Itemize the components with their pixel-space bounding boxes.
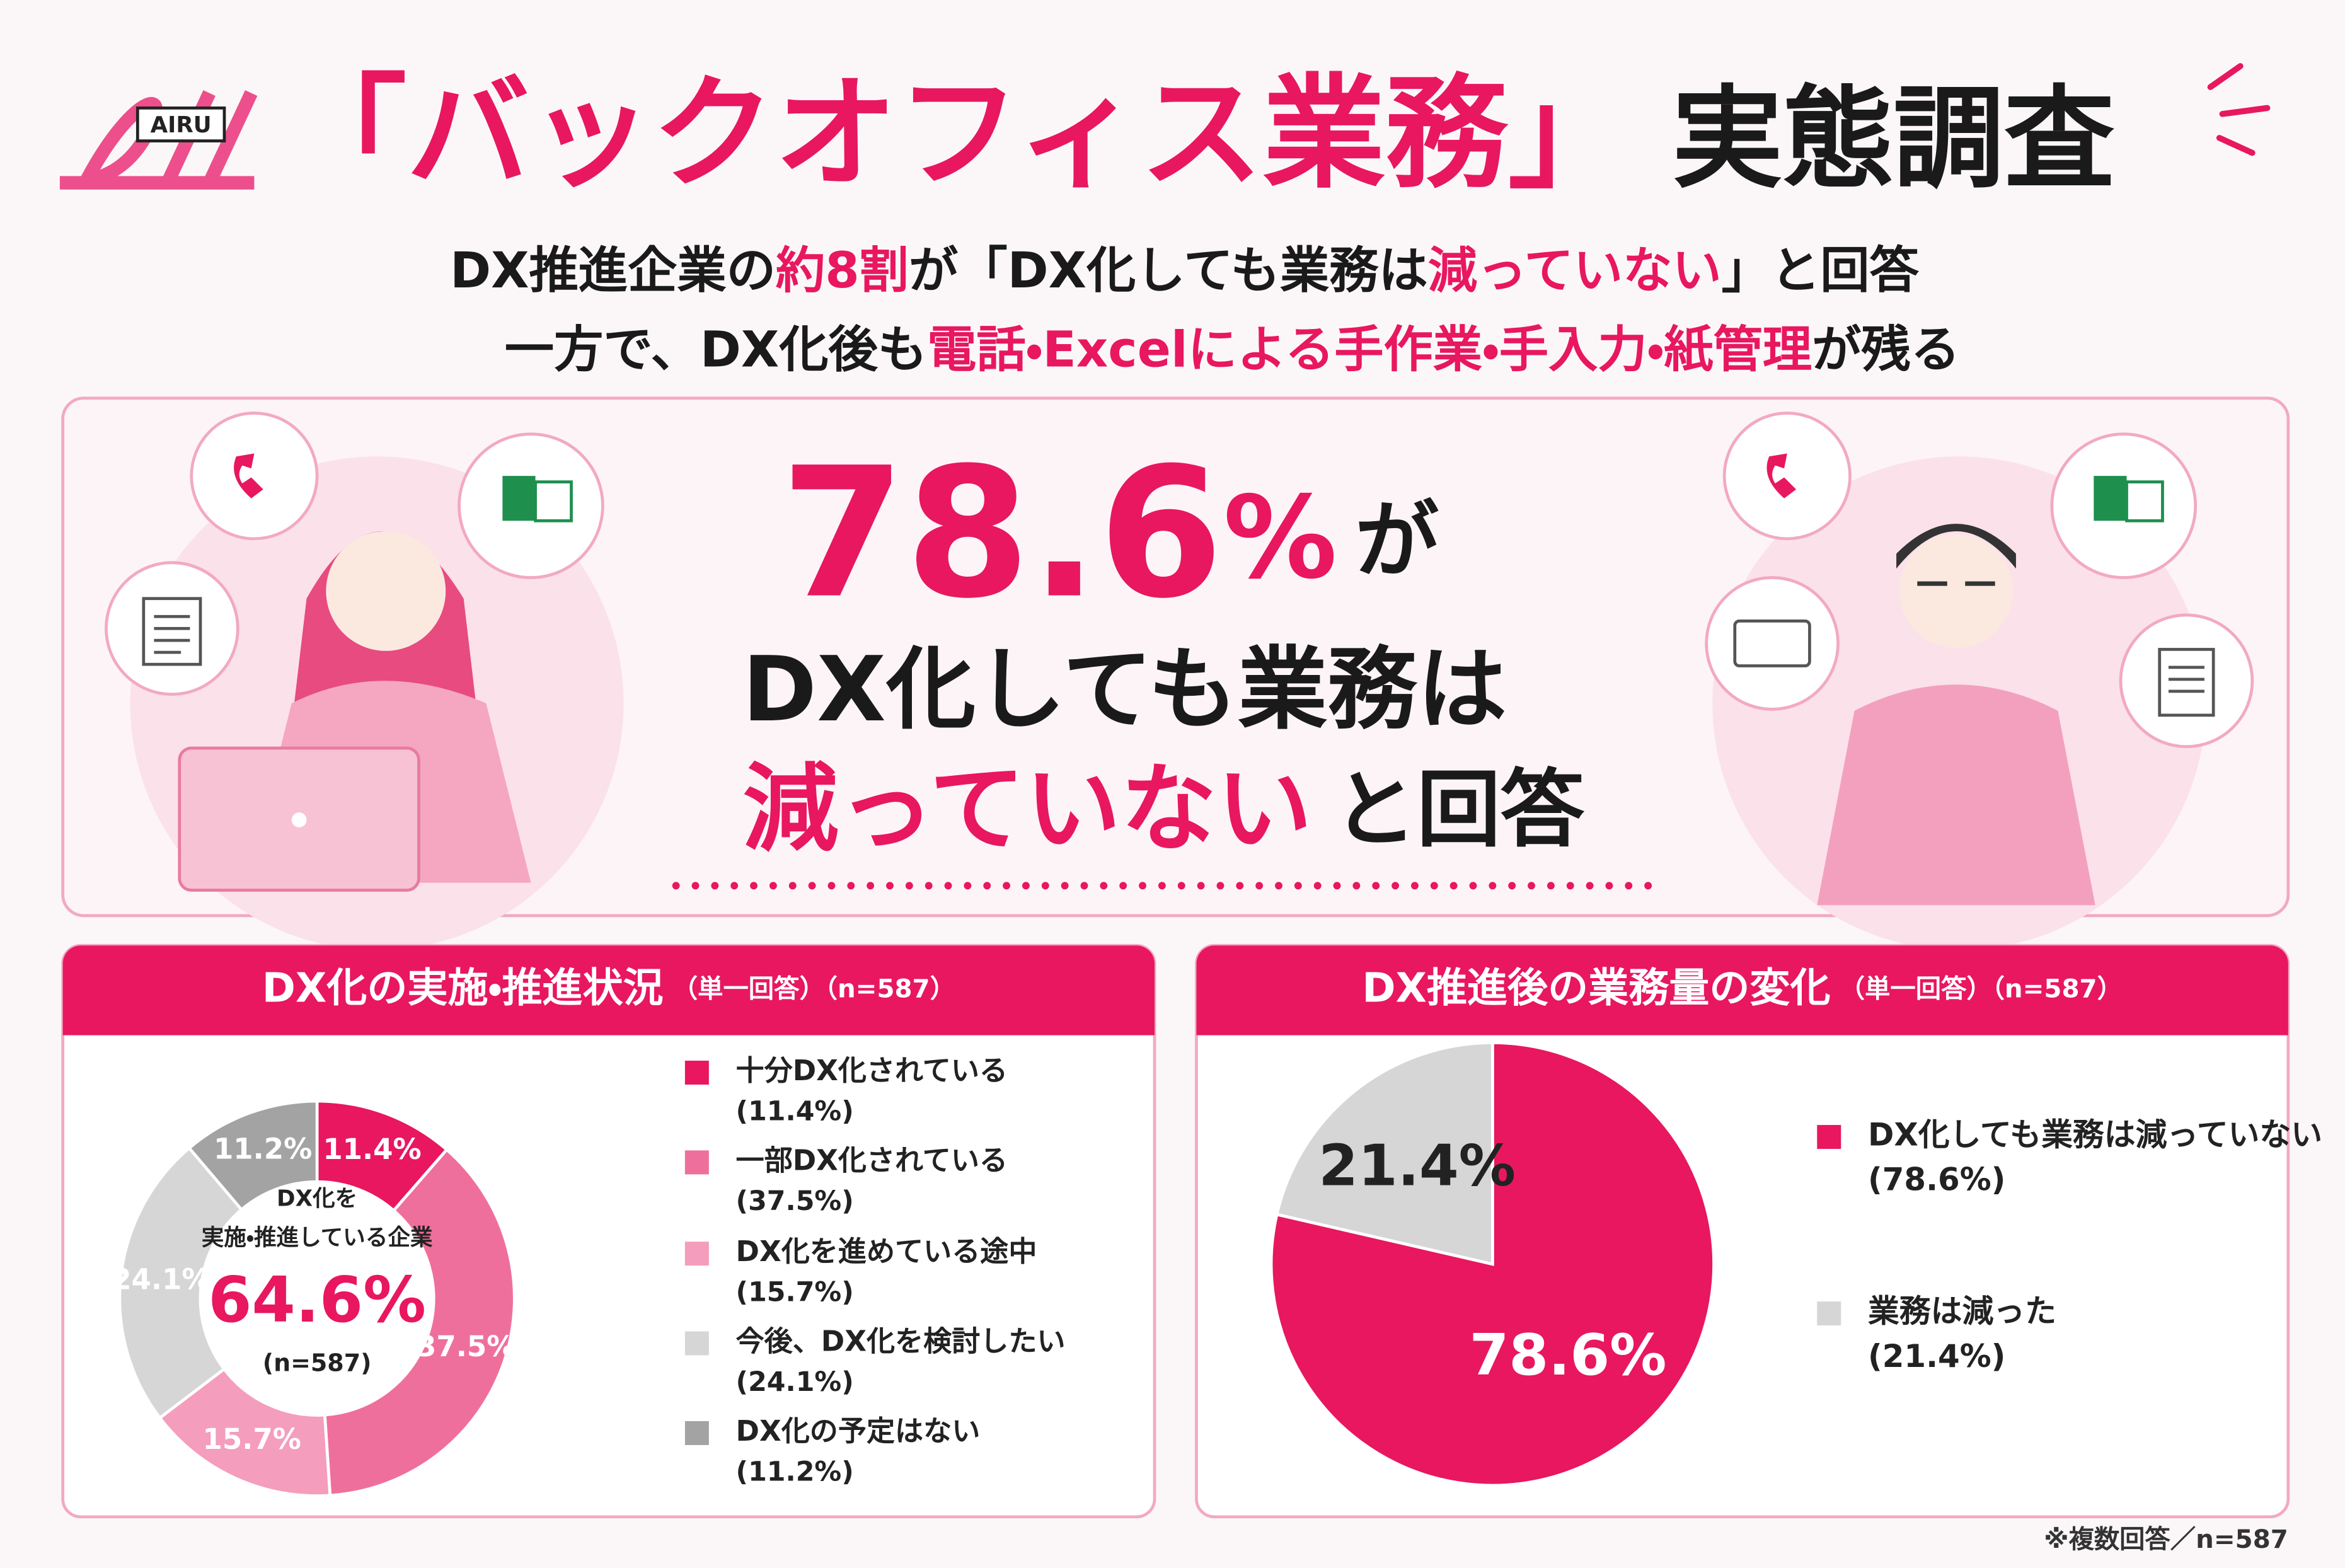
panel-header <box>1196 945 2288 1035</box>
hero-line: 減っていない と回答 <box>743 752 1586 864</box>
person-face <box>1899 534 2014 649</box>
subtitle-accent: 減っていない <box>1428 242 1722 299</box>
legend-value: (15.7%) <box>736 1277 854 1308</box>
pie-slice <box>1275 1041 1494 1266</box>
hero-suffix: が <box>1355 492 1439 589</box>
title-accent-strokes <box>2207 63 2271 156</box>
speech-bubble <box>1722 412 1852 541</box>
legend-label: DX化の予定はない <box>736 1414 981 1448</box>
chart-panel: DX化の実施・推進状況 （単一回答）（n=587） 11.4% 十分DX化されている (… <box>61 943 1156 1519</box>
data-label: 78.6% <box>1470 1322 1667 1388</box>
subtitle-accent: 電話・Excelによる手作業・手入力・紙管理 <box>927 321 1812 379</box>
legend-swatch <box>684 1421 709 1445</box>
logo-text: AIRU <box>151 112 212 138</box>
excel-icon <box>2094 476 2127 521</box>
panel-header <box>62 945 1155 1035</box>
chart-subtitle: （単一回答）（n=587） <box>1840 974 2123 1003</box>
donut-segment <box>187 1099 319 1212</box>
subtitle-line: 一方で、DX化後も電話・Excelによる手作業・手入力・紙管理が残る <box>505 321 1960 379</box>
title-accent: 「バックオフィス業務」 <box>284 62 1630 205</box>
data-label: 15.7% <box>203 1422 301 1456</box>
hero-unit: % <box>1223 472 1337 604</box>
chart-title: DX推進後の業務量の変化 <box>1362 965 1830 1012</box>
document-icon <box>2158 648 2215 717</box>
speech-bubble <box>190 412 319 541</box>
footnote: ※複数回答／n=587 <box>2044 1525 2288 1554</box>
chart-subtitle: （単一回答）（n=587） <box>672 974 955 1003</box>
legend-swatch <box>1817 1125 1841 1150</box>
legend-label: 一部DX化されている <box>736 1143 1008 1177</box>
subtitle-text: DX推進企業の <box>450 242 776 299</box>
legend-swatch <box>684 1242 709 1266</box>
hero-stat: 78.6% が <box>780 430 1439 638</box>
legend-label: DX化を進めている途中 <box>736 1235 1037 1268</box>
hero-accent: 減っていない <box>743 752 1313 864</box>
phone-icon <box>1766 453 1797 499</box>
logo-box <box>135 106 226 142</box>
legend-value: (24.1%) <box>736 1366 854 1398</box>
title-rest: 実態調査 <box>1672 75 2114 204</box>
hero-line: DX化しても業務は <box>742 637 1507 742</box>
center-label: DX化を <box>277 1186 357 1212</box>
pie-slice <box>1269 1041 1715 1487</box>
data-label: 21.4% <box>1318 1133 1516 1199</box>
legend-swatch <box>684 1061 709 1085</box>
subtitle-accent: 約8割 <box>776 242 909 299</box>
illustration-right <box>1705 412 2254 950</box>
panel-title: DX化の実施・推進状況 （単一回答）（n=587） <box>262 965 955 1012</box>
phone-icon <box>234 453 263 499</box>
illustration-left <box>105 412 624 950</box>
legend-label: 十分DX化されている <box>736 1054 1008 1087</box>
chart-panel: DX推進後の業務量の変化 （単一回答）（n=587） 78.6% DX化しても業務は減… <box>1195 943 2322 1519</box>
hero-rest: と回答 <box>1333 761 1585 858</box>
legend-label: DX化しても業務は減っていない <box>1868 1117 2322 1153</box>
keyboard-icon <box>1733 619 1811 667</box>
legend-swatch <box>1817 1301 1841 1326</box>
center-label: 実施・推進している企業 <box>202 1225 433 1250</box>
subtitle-text: 一方で、DX化後も <box>505 321 927 379</box>
laptop-logo <box>291 812 307 827</box>
data-label: 11.4% <box>323 1133 421 1166</box>
data-label: 24.1% <box>112 1262 210 1296</box>
donut-segment <box>118 1146 244 1421</box>
center-note: (n=587) <box>263 1349 372 1376</box>
subtitle-line: DX推進企業の約8割が「DX化しても業務は減っていない」と回答 <box>450 242 1919 299</box>
donut-segment <box>323 1147 516 1497</box>
panel-title: DX推進後の業務量の変化 （単一回答）（n=587） <box>1362 965 2123 1012</box>
subtitle-text: 」と回答 <box>1722 242 1920 299</box>
center-value: 64.6% <box>208 1263 426 1337</box>
person-body <box>1817 684 2095 906</box>
legend-label: 業務は減った <box>1868 1293 2056 1330</box>
legend-value: (11.4%) <box>736 1096 854 1127</box>
subtitle-text: が「DX化しても業務は <box>909 242 1428 299</box>
excel-icon <box>2125 480 2164 522</box>
legend-value: (11.2%) <box>736 1456 854 1487</box>
legend-swatch <box>684 1331 709 1356</box>
document-icon <box>154 614 190 654</box>
legend-value: (37.5%) <box>736 1185 854 1217</box>
excel-icon <box>534 480 573 522</box>
excel-icon <box>502 476 536 521</box>
document-icon <box>2168 666 2204 693</box>
chart-title: DX化の実施・推進状況 <box>262 965 664 1012</box>
subtitle-text: が残る <box>1812 321 1960 379</box>
legend-swatch <box>684 1150 709 1175</box>
legend-value: (21.4%) <box>1868 1338 2005 1375</box>
hero-value: 78.6 <box>780 430 1223 638</box>
person-face <box>326 531 446 651</box>
person-hair <box>1896 524 2016 569</box>
data-label: 11.2% <box>214 1132 312 1165</box>
data-label: 37.5% <box>417 1330 515 1363</box>
legend-value: (78.6%) <box>1868 1162 2005 1198</box>
legend-label: 今後、DX化を検討したい <box>736 1325 1066 1358</box>
document-icon <box>142 597 202 666</box>
logo: AIRU <box>59 90 258 190</box>
